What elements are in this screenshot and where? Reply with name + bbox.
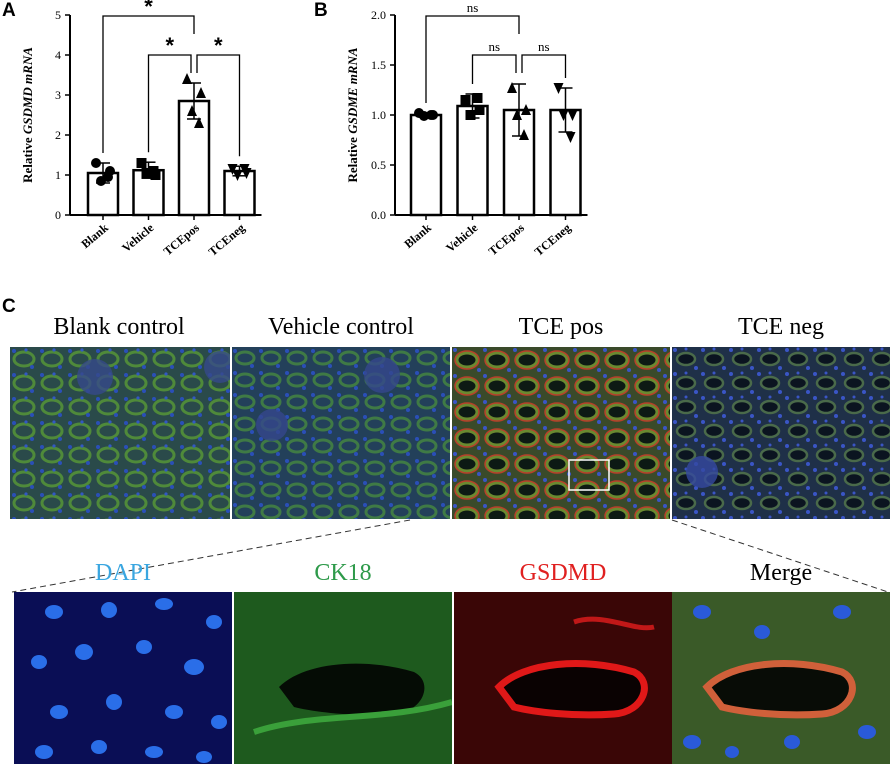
data-point [426, 110, 436, 120]
data-point [474, 105, 485, 115]
significance-bracket [471, 54, 517, 84]
data-point [187, 105, 197, 116]
data-point [141, 168, 152, 178]
y-axis-label: Relative GSDMD mRNA [20, 47, 35, 183]
micrograph-ck18 [234, 592, 452, 764]
data-point [465, 110, 476, 120]
significance-bracket [102, 15, 195, 153]
y-tick-label: 1.5 [371, 58, 386, 72]
data-point [507, 82, 517, 93]
data-point [519, 129, 529, 140]
significance-label: ns [467, 0, 479, 15]
significance-label: * [214, 33, 223, 58]
micrograph-gsdmd [454, 592, 672, 764]
y-axis-label: Relative GSDME mRNA [345, 47, 360, 182]
label-ck18: CK18 [314, 560, 372, 586]
y-tick-label: 0 [55, 208, 61, 222]
data-point [472, 93, 483, 103]
y-tick-label: 0.0 [371, 208, 386, 222]
significance-bracket [425, 15, 520, 103]
label-tce-neg: TCE neg [738, 314, 824, 340]
data-point [182, 73, 192, 84]
panel-letter-c: C [2, 296, 16, 317]
data-point [565, 132, 576, 143]
data-point [227, 164, 238, 175]
y-tick-label: 0.5 [371, 158, 386, 172]
data-point [103, 172, 113, 182]
y-tick-label: 3 [55, 88, 61, 102]
data-point [148, 166, 159, 176]
significance-label: ns [538, 39, 550, 54]
y-tick-label: 4 [55, 48, 61, 62]
panel-letter-a: A [2, 0, 16, 21]
micrograph-vehicle-control [232, 347, 450, 519]
significance-label: ns [488, 39, 500, 54]
data-point [239, 164, 250, 175]
micrograph-dapi [14, 592, 232, 764]
y-tick-label: 2 [55, 128, 61, 142]
label-merge: Merge [749, 560, 813, 586]
micrograph-merge [672, 592, 890, 764]
label-vehicle-control: Vehicle control [268, 314, 414, 340]
data-point [460, 95, 471, 105]
data-point [232, 170, 243, 181]
significance-bracket [521, 54, 567, 78]
significance-label: * [144, 0, 153, 19]
label-blank-control: Blank control [53, 314, 185, 340]
micrograph-tce-neg [672, 347, 890, 519]
data-point [521, 104, 531, 115]
label-tce-pos: TCE pos [518, 314, 604, 340]
data-point [558, 110, 569, 121]
data-point [512, 109, 522, 120]
data-point [91, 158, 101, 168]
y-tick-label: 1 [55, 168, 61, 182]
significance-label: * [165, 33, 174, 58]
significance-bracket [196, 54, 241, 157]
label-gsdmd: GSDMD [519, 560, 607, 586]
micrograph-blank-control [10, 347, 230, 519]
bar [177, 99, 211, 217]
y-tick-label: 2.0 [371, 8, 386, 22]
data-point [196, 87, 206, 98]
y-tick-label: 1.0 [371, 108, 386, 122]
data-point [553, 83, 564, 94]
panel-letter-b: B [314, 0, 328, 21]
data-point [194, 117, 204, 128]
y-tick-label: 5 [55, 8, 61, 22]
data-point [567, 110, 578, 121]
significance-bracket [147, 54, 192, 153]
label-dapi: DAPI [94, 560, 151, 586]
bar [456, 104, 489, 217]
micrograph-tce-pos [452, 347, 670, 519]
data-point [136, 158, 147, 168]
